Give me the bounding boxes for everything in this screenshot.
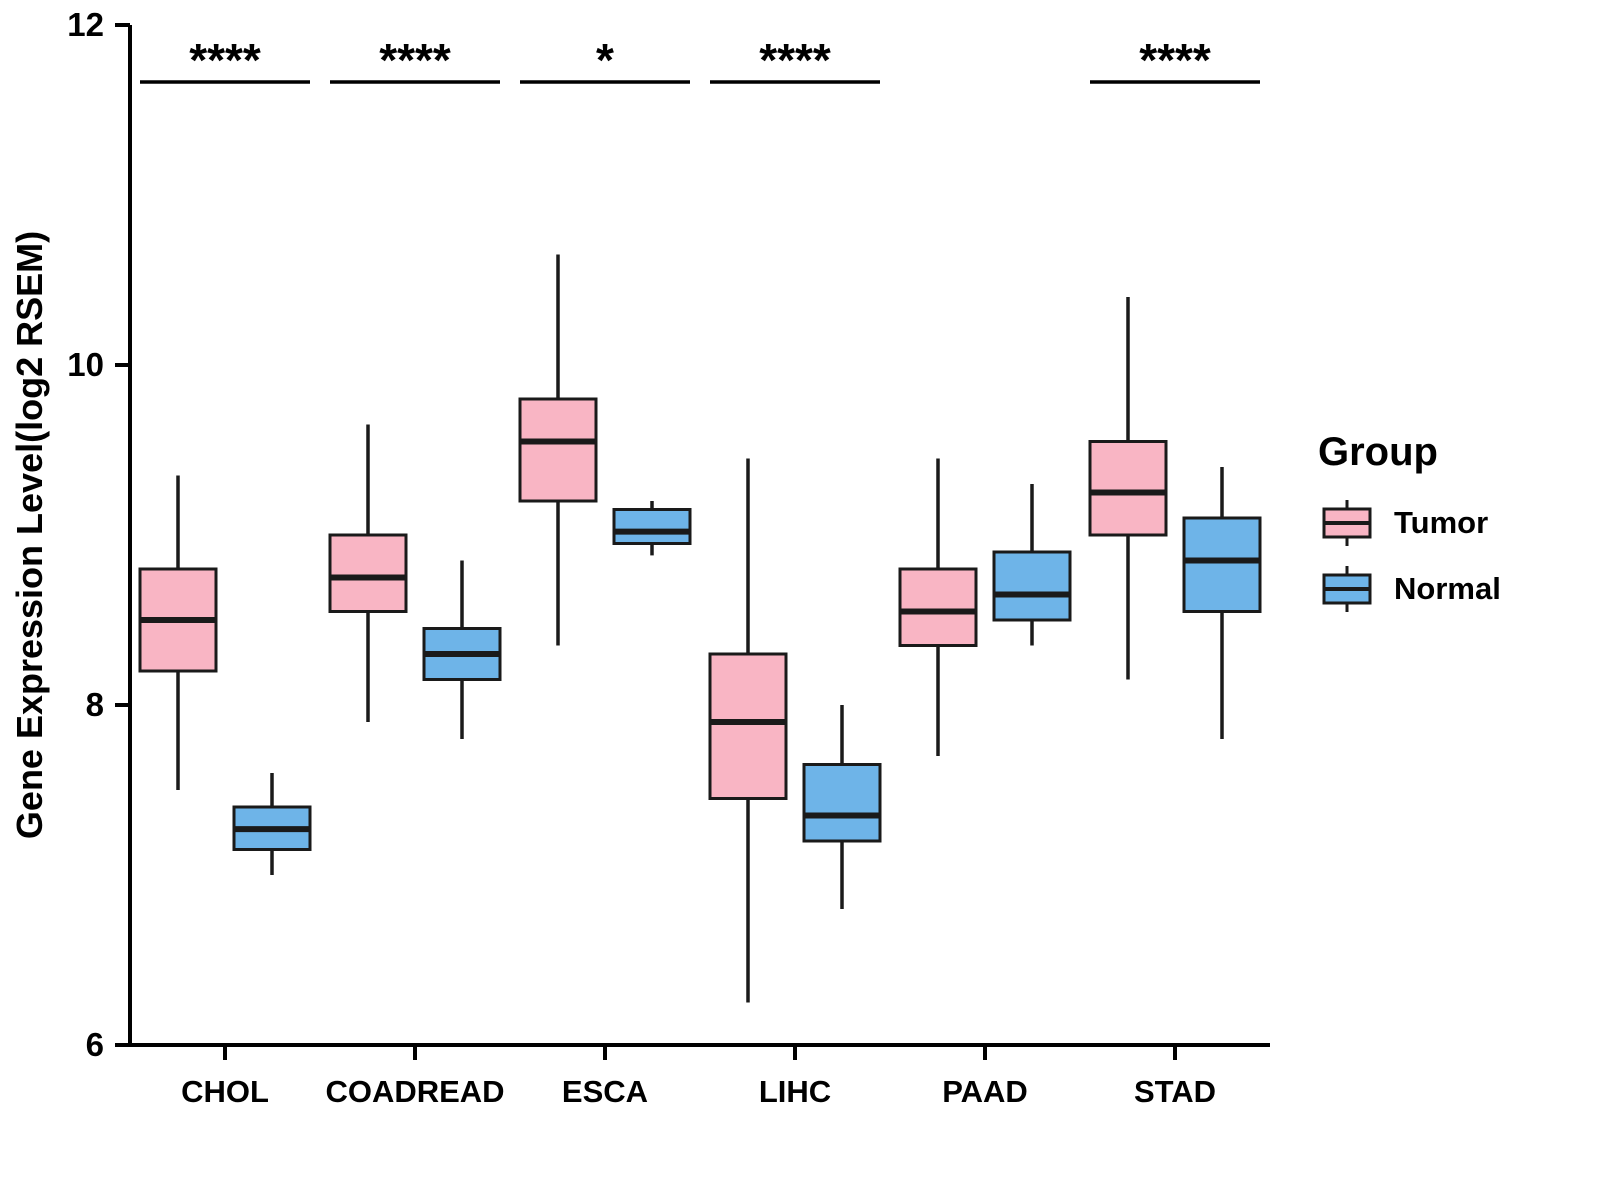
x-tick-label-esca: ESCA: [562, 1074, 648, 1109]
box-normal-esca: [612, 501, 692, 556]
y-tick-label: 8: [86, 686, 104, 723]
box-tumor-esca: [518, 254, 598, 646]
significance-stars: ****: [1139, 34, 1211, 86]
legend-swatch-normal: [1318, 563, 1376, 615]
y-tick-label: 12: [67, 6, 104, 43]
box-normal-lihc: [802, 705, 882, 909]
box-tumor-chol: [138, 475, 218, 790]
legend-swatch-tumor: [1318, 497, 1376, 549]
box-tumor-paad: [898, 458, 978, 756]
x-tick-label-coadread: COADREAD: [325, 1074, 504, 1109]
significance-coadread: ****: [330, 34, 500, 86]
x-tick-label-paad: PAAD: [942, 1074, 1028, 1109]
significance-esca: *: [520, 34, 690, 86]
legend-title: Group: [1318, 430, 1438, 474]
legend-label-tumor: Tumor: [1394, 505, 1489, 540]
box-tumor-coadread: [328, 424, 408, 722]
significance-stad: ****: [1090, 34, 1260, 86]
box-normal-coadread: [422, 560, 502, 739]
legend-item-tumor: Tumor: [1318, 497, 1501, 549]
significance-stars: *: [596, 34, 614, 86]
y-axis-label: Gene Expression Level(log2 RSEM): [9, 231, 50, 839]
x-tick-label-lihc: LIHC: [759, 1074, 831, 1109]
y-tick-label: 6: [86, 1026, 104, 1063]
box-tumor-stad: [1088, 297, 1168, 680]
box-normal-stad: [1182, 467, 1262, 739]
plot-area: Gene Expression Level(log2 RSEM) 6 8 10 12 C…: [9, 6, 1270, 1109]
legend-label-normal: Normal: [1394, 571, 1501, 606]
y-tick-label: 10: [67, 346, 104, 383]
significance-stars: ****: [189, 34, 261, 86]
x-tick-label-chol: CHOL: [181, 1074, 269, 1109]
box-normal-paad: [992, 484, 1072, 646]
box-tumor-lihc: [708, 458, 788, 1003]
significance-lihc: ****: [710, 34, 880, 86]
x-tick-label-stad: STAD: [1134, 1074, 1216, 1109]
x-axis-ticks: CHOL COADREAD ESCA LIHC PAAD STAD: [181, 1045, 1216, 1109]
axes: [128, 25, 1270, 1047]
y-axis-ticks: 6 8 10 12: [67, 6, 130, 1063]
significance-chol: ****: [140, 34, 310, 86]
box-normal-chol: [232, 773, 312, 875]
significance-stars: ****: [379, 34, 451, 86]
legend: Group Tumor Normal: [1318, 430, 1501, 615]
legend-item-normal: Normal: [1318, 563, 1501, 615]
significance-stars: ****: [759, 34, 831, 86]
